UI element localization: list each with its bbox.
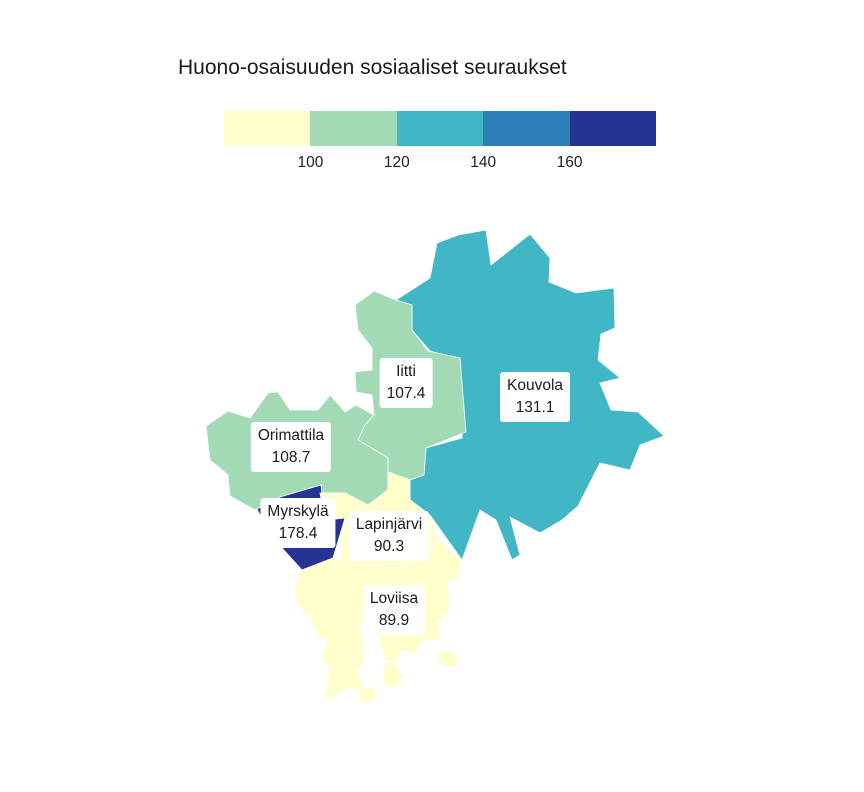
label-loviisa-name: Loviisa xyxy=(369,590,419,607)
label-iitti: Iitti 107.4 xyxy=(379,358,433,408)
label-iitti-name: Iitti xyxy=(396,363,416,380)
legend-swatch-4 xyxy=(569,111,656,146)
legend-swatch-1 xyxy=(310,111,397,146)
legend-tick-140: 140 xyxy=(470,154,497,171)
label-myrskyla-name: Myrskylä xyxy=(267,503,329,520)
legend-tick-160: 160 xyxy=(556,154,583,171)
legend-tick-100: 100 xyxy=(297,154,324,171)
label-lapinjarvi-name: Lapinjärvi xyxy=(355,516,423,533)
legend-swatch-3 xyxy=(483,111,570,146)
region-loviisa-island-2 xyxy=(354,685,379,705)
label-iitti-value: 107.4 xyxy=(386,385,426,402)
label-kouvola-value: 131.1 xyxy=(515,399,555,416)
region-loviisa-island-3 xyxy=(435,649,461,669)
label-orimattila-name: Orimattila xyxy=(257,427,325,444)
label-orimattila: Orimattila 108.7 xyxy=(250,422,332,472)
label-myrskyla: Myrskylä 178.4 xyxy=(260,498,336,548)
label-lapinjarvi-value: 90.3 xyxy=(373,538,405,555)
label-orimattila-value: 108.7 xyxy=(271,449,311,466)
map-title: Huono-osaisuuden sosiaaliset seuraukset xyxy=(178,56,567,79)
region-loviisa-island-1 xyxy=(382,661,403,689)
label-lapinjarvi: Lapinjärvi 90.3 xyxy=(348,511,430,561)
label-loviisa-value: 89.9 xyxy=(378,612,410,629)
label-kouvola: Kouvola 131.1 xyxy=(499,372,571,422)
legend-ticks: 100 120 140 160 xyxy=(224,154,656,174)
legend-swatch-2 xyxy=(396,111,484,146)
legend-tick-120: 120 xyxy=(383,154,410,171)
label-loviisa: Loviisa 89.9 xyxy=(362,585,426,635)
label-kouvola-name: Kouvola xyxy=(506,377,564,394)
legend-swatch-0 xyxy=(224,111,311,146)
label-myrskyla-value: 178.4 xyxy=(278,525,318,542)
color-legend xyxy=(224,111,656,146)
